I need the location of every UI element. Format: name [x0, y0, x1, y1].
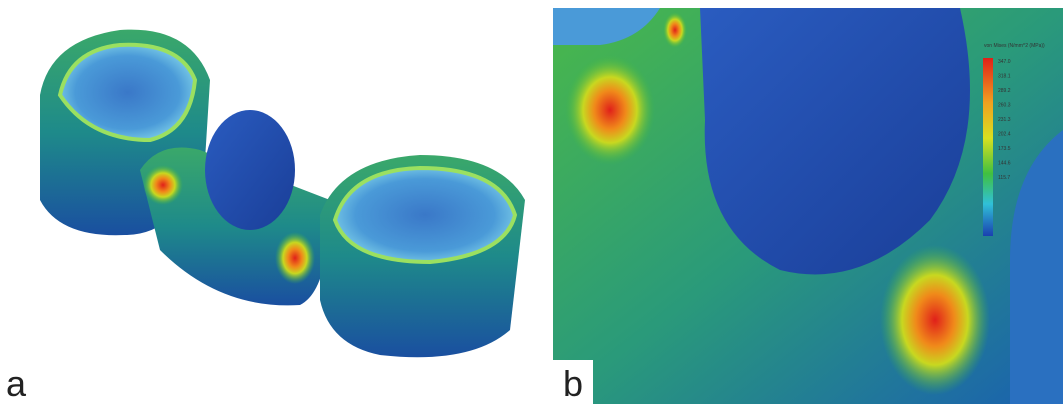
panel-b: von Mises (N/mm^2 (MPa)) 347.0 318.1 289.2…	[553, 8, 1063, 404]
legend-tick: 289.2	[998, 88, 1011, 94]
legend-tick: 260.3	[998, 103, 1011, 109]
legend-tick: 318.1	[998, 74, 1011, 80]
stress-spot	[565, 55, 655, 165]
cavity	[553, 8, 660, 45]
stress-spot	[143, 165, 183, 205]
legend-ticks: 347.0 318.1 289.2 260.3 231.3 202.4 173.5 144.6…	[998, 59, 1011, 181]
stress-spot	[275, 232, 315, 284]
legend-tick: 115.7	[998, 175, 1010, 181]
legend-title: von Mises (N/mm^2 (MPa))	[984, 43, 1045, 49]
legend-tick: 173.5	[998, 146, 1011, 152]
right-cavity	[332, 165, 518, 265]
crown	[1010, 130, 1063, 404]
color-bar	[983, 58, 993, 236]
legend-tick: 144.6	[998, 161, 1011, 167]
pontic	[700, 8, 970, 275]
pontic	[205, 110, 295, 230]
panel-label: b	[563, 363, 583, 404]
label-bg	[553, 360, 593, 404]
legend-tick: 347.0	[998, 59, 1011, 65]
panel-a: a	[6, 29, 525, 404]
left-cavity	[57, 42, 198, 143]
stress-spot	[880, 245, 990, 395]
legend-tick: 231.3	[998, 117, 1011, 123]
legend-tick: 202.4	[998, 132, 1011, 138]
stress-spot	[663, 12, 687, 48]
panel-label: a	[6, 363, 27, 404]
